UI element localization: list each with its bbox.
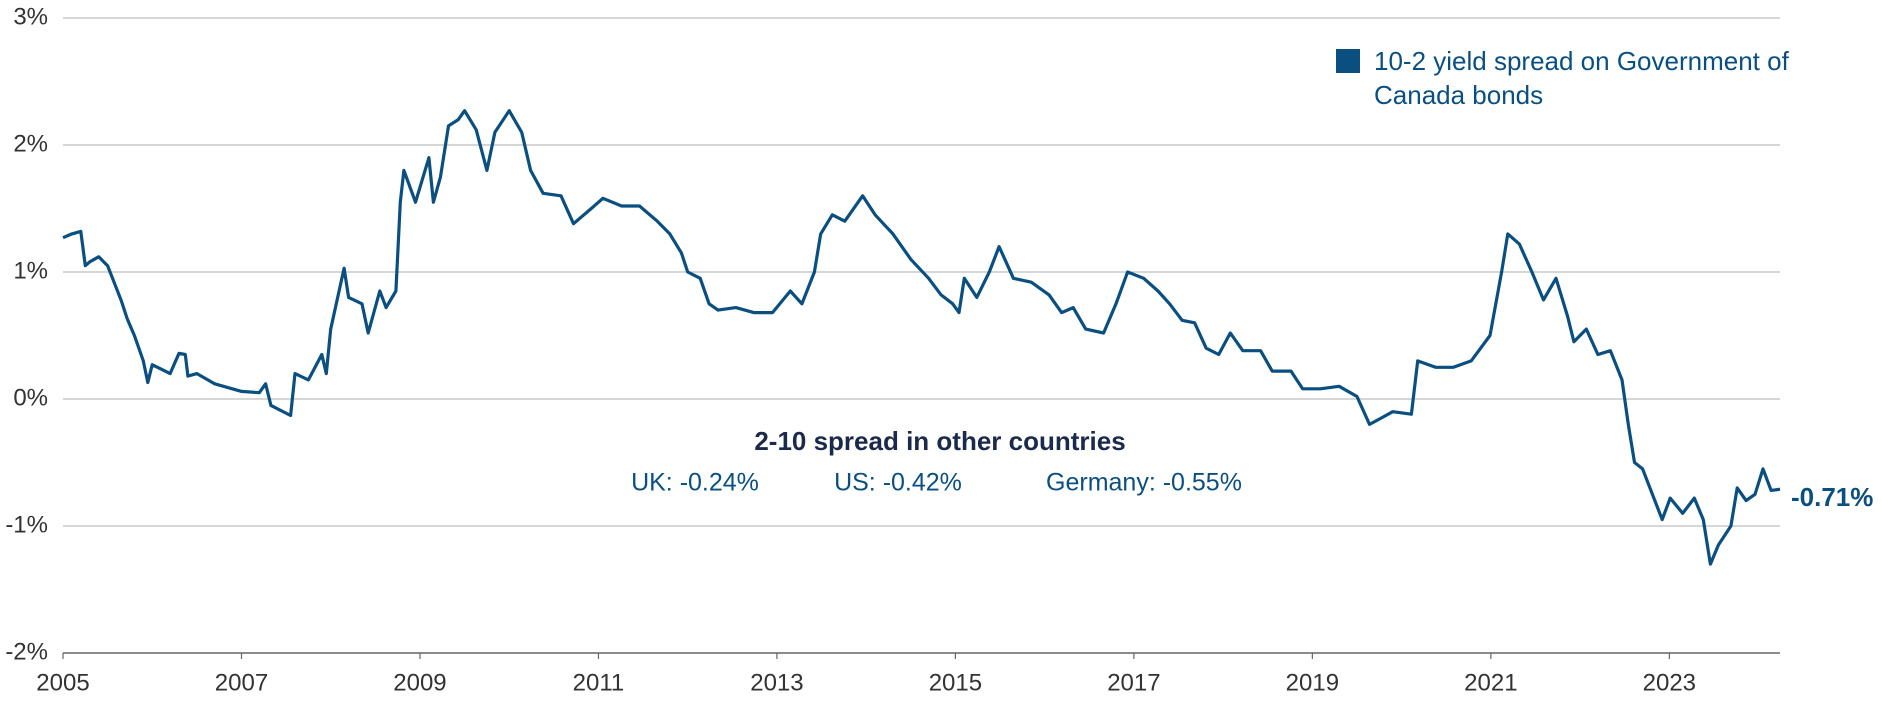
x-tick-label: 2005 (36, 669, 89, 696)
y-tick-label: -1% (5, 511, 48, 538)
x-tick-label: 2021 (1464, 669, 1517, 696)
x-tick-label: 2013 (750, 669, 803, 696)
x-tick-label: 2011 (573, 669, 625, 696)
annotation-title: 2-10 spread in other countries (754, 426, 1125, 456)
y-tick-label: 0% (13, 384, 48, 411)
legend-swatch (1336, 49, 1360, 73)
annotation-item: US: -0.42% (834, 469, 962, 497)
legend: 10-2 yield spread on Government of Canad… (1336, 44, 1794, 112)
y-tick-label: 3% (13, 3, 48, 30)
y-tick-label: -2% (5, 638, 48, 665)
annotation-item: Germany: -0.55% (1046, 469, 1242, 497)
end-label: -0.71% (1791, 482, 1873, 512)
x-tick-label: 2017 (1107, 669, 1160, 696)
data-line (62, 109, 1781, 566)
y-tick-label: 2% (13, 130, 48, 157)
legend-label: 10-2 yield spread on Government of Canad… (1374, 46, 1789, 110)
x-tick-label: 2007 (215, 669, 268, 696)
x-tick-label: 2023 (1643, 669, 1696, 696)
x-tick-label: 2009 (393, 669, 446, 696)
x-tick-label: 2015 (929, 669, 982, 696)
annotation-item: UK: -0.24% (631, 469, 759, 497)
y-tick-label: 1% (13, 257, 48, 284)
x-tick-label: 2019 (1286, 669, 1339, 696)
